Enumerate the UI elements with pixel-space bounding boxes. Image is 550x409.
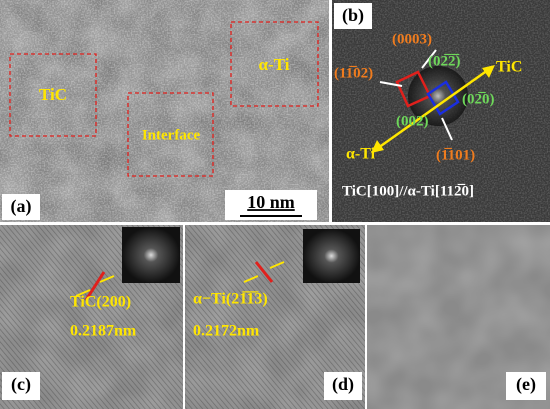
panel-label: (d) [332, 374, 354, 395]
plane-label: TiC(200) [70, 294, 131, 311]
label-bg [2, 194, 40, 220]
spot-label: (02̅2̅) [428, 53, 461, 69]
spot-label: (0003) [392, 31, 432, 47]
label-bg [2, 372, 40, 400]
phase-label: TiC [496, 59, 522, 76]
region-label: α-Ti [259, 55, 290, 74]
spacing-label: 0.2172nm [193, 323, 260, 340]
region-box [127, 92, 214, 177]
pointer [379, 81, 403, 87]
panel-c: TiC(200) 0.2187nm (c) [0, 225, 183, 409]
panel-label: (c) [11, 374, 31, 395]
measure-arrow [99, 275, 115, 283]
region-box [230, 21, 319, 107]
measure-arrow [75, 289, 91, 297]
measure-bar [254, 261, 274, 283]
pointer [441, 117, 453, 141]
panel-label: (a) [11, 196, 32, 217]
plane-label: α−Ti(21̅1̅3) [193, 290, 268, 308]
phase-label: α-Ti [346, 146, 376, 163]
panel-label: (b) [342, 5, 364, 26]
label-bg [324, 372, 362, 400]
region-label: TiC [39, 85, 67, 104]
label-bg [334, 3, 372, 29]
spot-label: (1̅101) [436, 147, 475, 163]
spacing-label: 0.2187nm [70, 323, 137, 340]
panel-a: TiC Interface α-Ti (a) 10 nm [0, 0, 329, 222]
label-bg [506, 372, 546, 400]
fft-inset [303, 229, 360, 283]
spot-label: (02̅0) [462, 91, 495, 107]
fft-inset [122, 227, 180, 283]
arrowhead [482, 65, 495, 78]
axis-arrow [377, 68, 489, 150]
measure-arrow [269, 261, 285, 269]
panel-b: (b) (0003) (11̅02) (02̅2̅) (02̅0) (002) … [332, 0, 550, 222]
spot-label: (002) [396, 113, 429, 129]
panel-d: α−Ti(21̅1̅3) 0.2172nm (d) [185, 225, 365, 409]
scale-bar-label: 10 nm [247, 192, 295, 212]
panel-label: (e) [516, 374, 536, 395]
region-label: Interface [142, 127, 201, 143]
panel-e: (e) [367, 225, 550, 409]
measure-bar [84, 271, 106, 301]
pointer [421, 49, 437, 69]
micrograph-noise [0, 0, 329, 222]
spot-label: (11̅02) [334, 65, 373, 81]
arrowhead [371, 140, 384, 153]
orientation: TiC[100]//α-Ti[112̅0] [342, 183, 474, 199]
region-box [9, 53, 97, 137]
measure-arrow [243, 275, 259, 283]
